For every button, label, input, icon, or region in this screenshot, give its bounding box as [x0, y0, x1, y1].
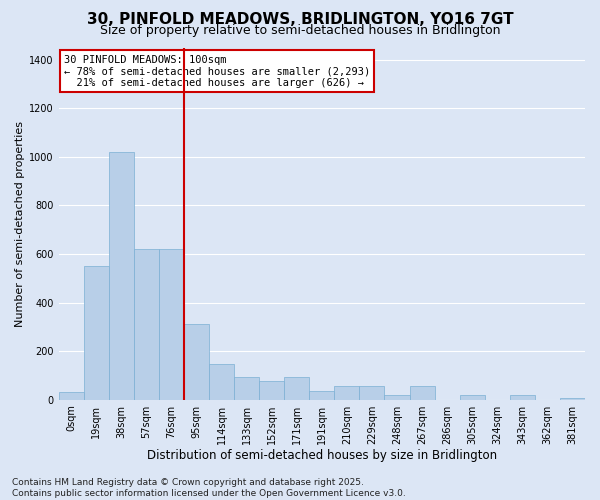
Bar	[209, 364, 234, 400]
Bar	[59, 392, 84, 400]
X-axis label: Distribution of semi-detached houses by size in Bridlington: Distribution of semi-detached houses by …	[147, 450, 497, 462]
Bar	[234, 376, 259, 400]
Bar	[460, 395, 485, 400]
Bar	[259, 382, 284, 400]
Bar	[309, 391, 334, 400]
Text: 30, PINFOLD MEADOWS, BRIDLINGTON, YO16 7GT: 30, PINFOLD MEADOWS, BRIDLINGTON, YO16 7…	[86, 12, 514, 28]
Bar	[134, 249, 159, 400]
Bar	[385, 395, 410, 400]
Bar	[359, 386, 385, 400]
Bar	[109, 152, 134, 400]
Text: 30 PINFOLD MEADOWS: 100sqm
← 78% of semi-detached houses are smaller (2,293)
  2: 30 PINFOLD MEADOWS: 100sqm ← 78% of semi…	[64, 54, 370, 88]
Bar	[184, 324, 209, 400]
Bar	[560, 398, 585, 400]
Bar	[410, 386, 434, 400]
Bar	[334, 386, 359, 400]
Text: Contains HM Land Registry data © Crown copyright and database right 2025.
Contai: Contains HM Land Registry data © Crown c…	[12, 478, 406, 498]
Text: Size of property relative to semi-detached houses in Bridlington: Size of property relative to semi-detach…	[100, 24, 500, 37]
Bar	[159, 249, 184, 400]
Bar	[84, 266, 109, 400]
Y-axis label: Number of semi-detached properties: Number of semi-detached properties	[15, 120, 25, 326]
Bar	[284, 376, 309, 400]
Bar	[510, 395, 535, 400]
